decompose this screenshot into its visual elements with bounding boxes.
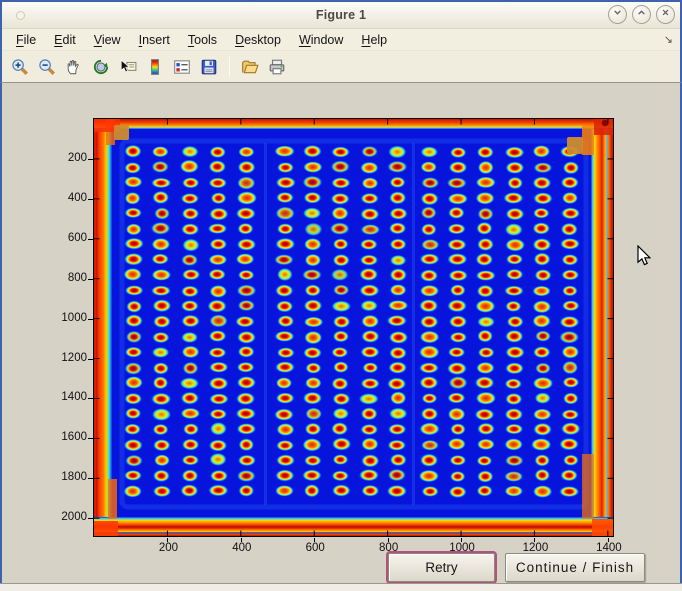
y-tick-label: 600 xyxy=(67,231,87,244)
maximize-button[interactable] xyxy=(632,5,651,24)
window-menu-icon[interactable] xyxy=(16,10,25,20)
y-tick-mark xyxy=(88,398,93,400)
y-tick-label: 200 xyxy=(67,151,87,164)
x-tick-label: 200 xyxy=(158,542,178,554)
y-tick-mark xyxy=(88,318,93,320)
y-tick-label: 1400 xyxy=(61,391,87,404)
y-tick-label: 400 xyxy=(67,191,87,204)
rotate-3d-icon[interactable] xyxy=(89,55,113,79)
menu-overflow-arrow-icon[interactable]: ↘ xyxy=(663,34,673,46)
menu-help[interactable]: Help xyxy=(361,32,388,47)
x-tick-mark xyxy=(314,538,316,542)
menu-view[interactable]: View xyxy=(93,32,121,47)
menubar: File Edit View Insert Tools Desktop Window Help… xyxy=(2,28,680,50)
scan-background xyxy=(94,119,613,536)
scan-inner-frame xyxy=(119,138,589,510)
retry-button[interactable]: Retry xyxy=(386,551,497,584)
y-tick-label: 1200 xyxy=(61,351,87,364)
x-tick-mark xyxy=(534,538,536,542)
menu-tools[interactable]: Tools xyxy=(187,32,218,47)
toolbar-separator xyxy=(229,56,230,77)
scan-right-band xyxy=(591,119,613,536)
open-folder-icon[interactable] xyxy=(238,55,262,79)
subgrid-line xyxy=(264,143,267,505)
x-tick-mark xyxy=(461,538,463,542)
figure-canvas: 200 400 600 800 1000 1200 1400 200 400 600 800 1000… xyxy=(0,82,682,584)
print-icon[interactable] xyxy=(265,55,289,79)
shade-button[interactable] xyxy=(608,5,627,24)
mouse-cursor xyxy=(637,245,651,266)
x-tick-label: 600 xyxy=(305,542,325,554)
x-tick-label: 1200 xyxy=(522,542,549,554)
save-icon[interactable] xyxy=(197,55,221,79)
x-tick-label: 1400 xyxy=(596,542,622,554)
close-button[interactable] xyxy=(656,5,675,24)
x-tick-mark xyxy=(387,538,389,542)
chevron-up-icon xyxy=(635,6,648,24)
legend-icon[interactable] xyxy=(170,55,194,79)
microarray-scan-image xyxy=(94,119,613,536)
scan-top-band xyxy=(94,119,613,129)
scan-corner-blob xyxy=(94,119,120,132)
continue-finish-button[interactable]: Continue / Finish xyxy=(505,553,645,582)
toolbar xyxy=(2,50,680,82)
y-tick-mark xyxy=(88,518,93,520)
zoom-in-icon[interactable] xyxy=(8,55,32,79)
y-tick-mark xyxy=(88,238,93,240)
menu-edit[interactable]: Edit xyxy=(54,32,76,47)
scan-registration-notch xyxy=(567,137,583,154)
menu-window[interactable]: Window xyxy=(298,32,344,47)
x-tick-label: 800 xyxy=(379,542,399,554)
x-tick-label: 1000 xyxy=(449,542,475,554)
y-tick-label: 1000 xyxy=(61,311,87,324)
axis-tick-marks xyxy=(94,119,613,536)
y-tick-mark xyxy=(88,158,93,160)
y-tick-label: 800 xyxy=(67,271,87,284)
window-chrome: Figure 1 File Edit View Insert Tools Desktop W… xyxy=(0,0,682,82)
microarray-spots xyxy=(123,144,581,498)
y-tick-mark xyxy=(88,198,93,200)
close-icon xyxy=(659,6,672,24)
y-tick-mark xyxy=(88,358,93,360)
scan-left-band xyxy=(94,119,112,536)
y-tick-label: 2000 xyxy=(61,511,87,524)
window-bottom-edge xyxy=(0,583,682,591)
chevron-down-icon xyxy=(611,6,624,24)
data-cursor-icon[interactable] xyxy=(116,55,140,79)
window-controls xyxy=(608,5,675,24)
window-title: Figure 1 xyxy=(315,8,367,22)
menu-insert[interactable]: Insert xyxy=(138,32,170,47)
x-tick-mark xyxy=(607,538,609,542)
x-tick-mark xyxy=(167,538,169,542)
scan-corner-blob xyxy=(94,521,118,536)
y-tick-mark xyxy=(88,478,93,480)
x-tick-mark xyxy=(240,538,242,542)
menu-file[interactable]: File xyxy=(16,32,37,47)
y-tick-mark xyxy=(88,278,93,280)
colorbar-icon[interactable] xyxy=(143,55,167,79)
plot-axes[interactable]: 200 400 600 800 1000 1200 1400 200 400 600 800 1000… xyxy=(61,118,622,554)
y-tick-mark xyxy=(88,438,93,440)
pan-icon[interactable] xyxy=(62,55,86,79)
y-tick-label: 1600 xyxy=(61,431,87,444)
scan-bottom-band xyxy=(94,517,613,536)
menu-desktop[interactable]: Desktop xyxy=(235,32,281,47)
scan-corner-blob xyxy=(592,519,613,536)
x-tick-label: 400 xyxy=(232,542,252,554)
titlebar[interactable]: Figure 1 xyxy=(2,2,680,28)
zoom-out-icon[interactable] xyxy=(35,55,59,79)
subgrid-line xyxy=(412,143,415,505)
scan-registration-notch xyxy=(114,125,129,140)
y-tick-label: 1800 xyxy=(61,471,87,484)
